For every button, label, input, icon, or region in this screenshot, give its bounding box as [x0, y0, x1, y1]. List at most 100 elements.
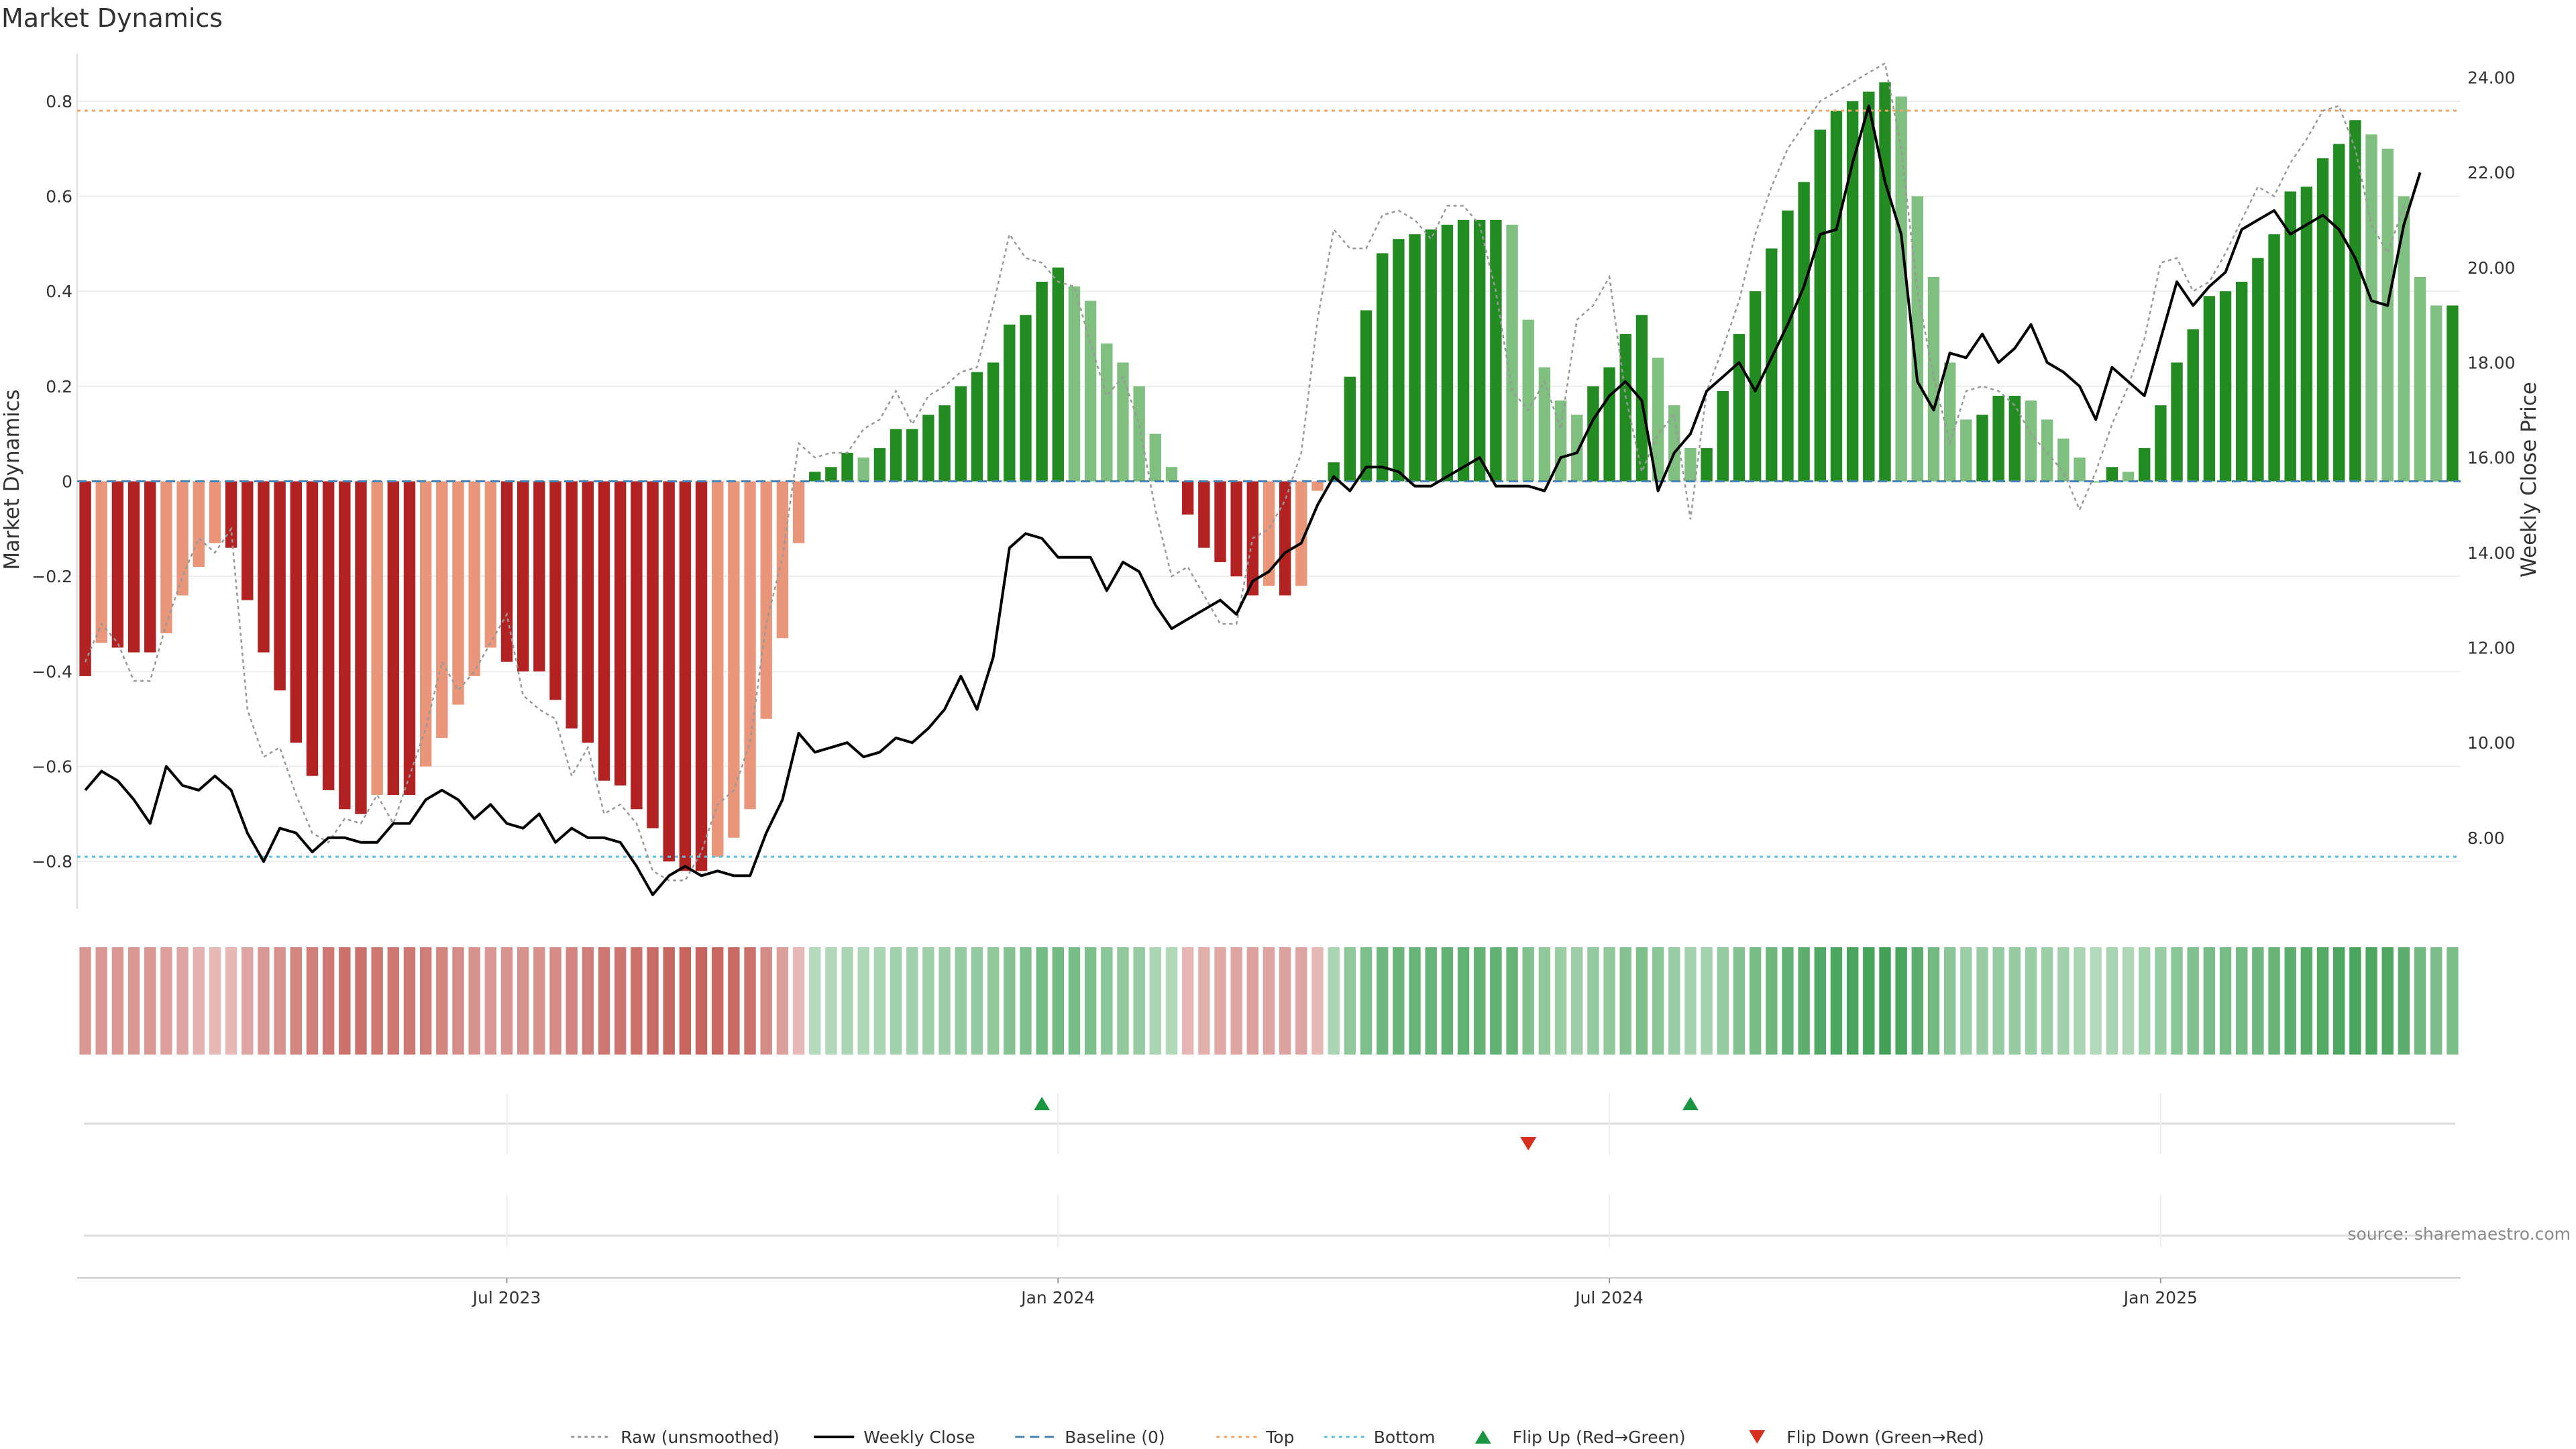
x-tick-label: Jan 2024 — [1020, 1288, 1095, 1307]
heat-cell — [1635, 947, 1648, 1055]
dynamics-bar — [2090, 481, 2102, 483]
dynamics-bar — [1846, 101, 1859, 482]
heat-cell — [1036, 947, 1048, 1055]
dynamics-bar — [1619, 333, 1631, 482]
dynamics-bar — [355, 481, 367, 814]
dynamics-bar — [436, 481, 448, 738]
dynamics-bar — [2236, 282, 2248, 482]
dynamics-bar — [1328, 462, 1340, 482]
axes: 0.8 0.6 0.4 0.2 0 −0.2 −0.4 −0.6 −0.8 24.00 22.00 2… — [32, 54, 2516, 1307]
heat-cell — [2106, 947, 2118, 1055]
heat-cell — [2365, 947, 2377, 1055]
heat-cell — [290, 947, 302, 1055]
heat-cell — [2008, 947, 2021, 1055]
heat-cell — [841, 947, 853, 1055]
heat-cell — [1603, 947, 1615, 1055]
legend-label: Flip Up (Red→Green) — [1513, 1428, 1686, 1447]
heat-cell — [1198, 947, 1210, 1055]
legend-swatch — [1749, 1430, 1766, 1444]
dynamics-bar — [484, 481, 497, 648]
left-tick-label: 0.4 — [46, 282, 72, 301]
dynamics-bar — [2025, 400, 2037, 482]
legend-item: Baseline (0) — [1015, 1428, 1165, 1447]
heat-cell — [1846, 947, 1859, 1055]
heat-cell — [1457, 947, 1470, 1055]
dynamics-bar — [1749, 291, 1762, 482]
heat-cell — [598, 947, 610, 1055]
dynamics-bar — [1279, 481, 1291, 596]
dynamics-bar — [1717, 390, 1729, 482]
dynamics-bar — [1522, 319, 1534, 482]
legend-label: Top — [1265, 1428, 1294, 1447]
heat-cell — [873, 947, 886, 1055]
heat-cell — [258, 947, 270, 1055]
heat-cell — [1052, 947, 1064, 1055]
right-tick-label: 18.00 — [2467, 353, 2516, 372]
heat-cell — [1992, 947, 2004, 1055]
dynamics-bar — [193, 481, 205, 567]
heat-cell — [127, 947, 140, 1055]
heat-cell — [1230, 947, 1242, 1055]
heat-cell — [647, 947, 659, 1055]
dynamics-bar — [1020, 315, 1032, 482]
weekly-close-series — [84, 104, 2422, 896]
heat-cell — [1863, 947, 1875, 1055]
legend: Raw (unsmoothed) Weekly Close Baseline (0)… — [571, 1428, 1984, 1447]
heat-cell — [2398, 947, 2410, 1055]
dynamics-bar — [2316, 158, 2329, 482]
heat-cell — [2057, 947, 2070, 1055]
dynamics-bar — [2041, 419, 2053, 482]
heat-cell — [1830, 947, 1843, 1055]
heat-cell — [2122, 947, 2135, 1055]
dynamics-bar — [533, 481, 545, 672]
heat-cell — [419, 947, 432, 1055]
dynamics-bar — [2365, 134, 2377, 482]
dynamics-bar — [2074, 458, 2086, 482]
heat-cell — [500, 947, 513, 1055]
heat-cell — [906, 947, 918, 1055]
dynamics-bar — [160, 481, 172, 634]
dynamics-bar — [695, 481, 708, 871]
heat-cell — [2219, 947, 2232, 1055]
heat-cell — [176, 947, 189, 1055]
dynamics-bar — [857, 458, 869, 482]
heat-cell — [1149, 947, 1162, 1055]
heat-cell — [1522, 947, 1534, 1055]
dynamics-bar — [809, 472, 821, 482]
dynamics-bar — [2381, 148, 2394, 482]
dynamics-bar — [2268, 234, 2280, 482]
raw-line — [84, 62, 2405, 881]
heat-cell — [1960, 947, 1972, 1055]
dynamics-bar — [614, 481, 627, 786]
dynamics-bar — [549, 481, 561, 700]
heat-cell — [144, 947, 156, 1055]
heat-cell — [274, 947, 286, 1055]
heat-cell — [225, 947, 237, 1055]
heat-cell — [517, 947, 529, 1055]
heat-cell — [1976, 947, 1988, 1055]
dynamics-bar — [873, 447, 886, 482]
heat-cell — [987, 947, 1000, 1055]
heat-cell — [776, 947, 789, 1055]
dynamics-bar — [274, 481, 286, 691]
heat-cell — [2316, 947, 2329, 1055]
dynamics-bar — [2057, 438, 2070, 482]
heat-cell — [1814, 947, 1826, 1055]
heat-cell — [484, 947, 497, 1055]
dynamics-bar — [1895, 96, 1907, 482]
dynamics-bar — [225, 481, 237, 548]
heat-cell — [2041, 947, 2053, 1055]
heat-cell — [1571, 947, 1583, 1055]
dynamics-bar — [792, 481, 805, 543]
dynamics-bar — [2284, 191, 2296, 482]
x-tick-label: Jul 2024 — [1574, 1288, 1644, 1307]
dynamics-bar — [1457, 219, 1470, 482]
heat-cell — [1344, 947, 1356, 1055]
heat-cell — [1619, 947, 1631, 1055]
weekly-close-line — [84, 104, 2422, 896]
dynamics-bar — [1554, 400, 1567, 482]
heat-cell — [1943, 947, 1956, 1055]
heat-cell — [938, 947, 951, 1055]
dynamics-bar — [971, 372, 983, 482]
